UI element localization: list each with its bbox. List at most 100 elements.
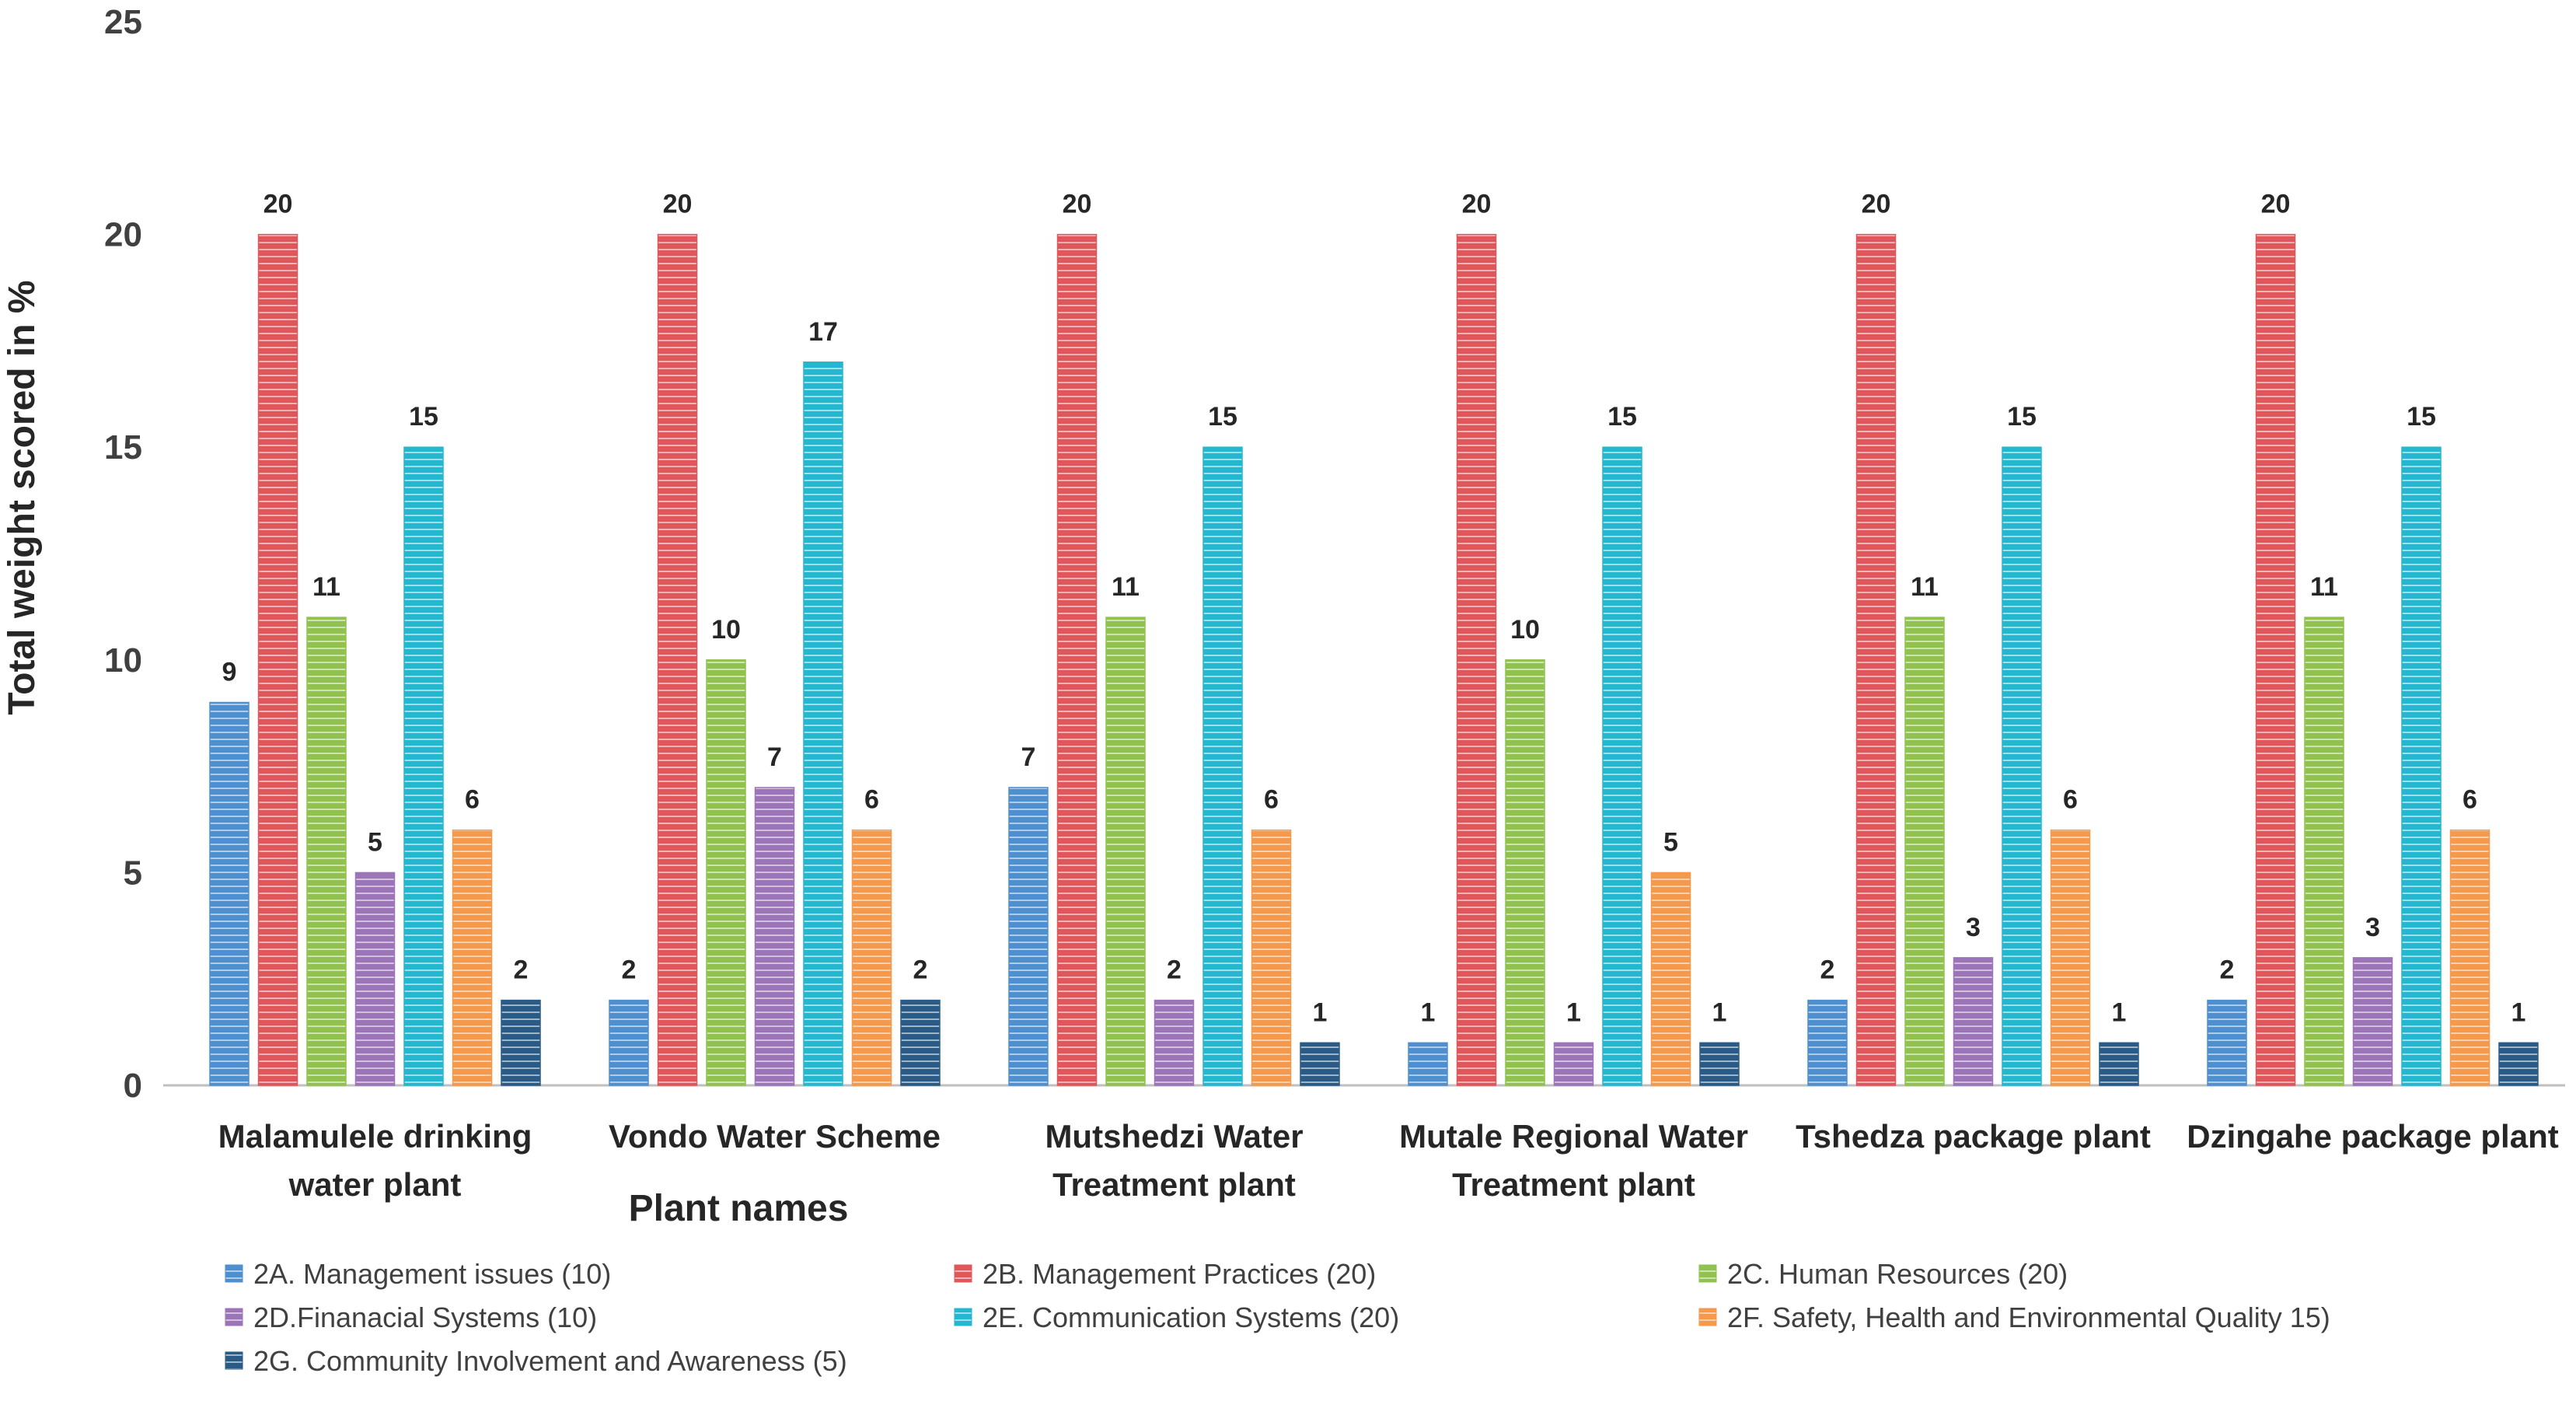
y-tick-label: 25 — [104, 3, 142, 41]
legend-swatch — [1698, 1264, 1717, 1283]
x-axis-title: Plant names — [629, 1188, 849, 1229]
bar — [2255, 233, 2296, 1086]
legend-swatch — [225, 1264, 243, 1283]
x-tick-label: Malamulele drinking — [218, 1118, 532, 1155]
legend-label: 2F. Safety, Health and Environmental Qua… — [1727, 1301, 2330, 1333]
y-tick-label: 0 — [124, 1067, 142, 1105]
data-label: 2 — [622, 956, 637, 985]
bar — [403, 446, 444, 1086]
bar — [1699, 1042, 1740, 1086]
y-tick-label: 10 — [104, 641, 142, 680]
bar — [1202, 446, 1243, 1086]
data-label: 2 — [1167, 956, 1182, 985]
x-tick-label: Mutale Regional Water — [1399, 1118, 1748, 1155]
data-label: 5 — [368, 827, 382, 857]
bar — [2050, 829, 2091, 1086]
legend-swatch — [225, 1308, 243, 1326]
data-label: 3 — [1966, 913, 1981, 942]
data-label: 15 — [1607, 402, 1637, 431]
legend-label: 2G. Community Involvement and Awareness … — [253, 1345, 847, 1377]
bar — [754, 787, 795, 1086]
x-tick-label: Vondo Water Scheme — [609, 1118, 941, 1155]
legend-label: 2E. Communication Systems (20) — [983, 1301, 1399, 1333]
bar — [1505, 659, 1545, 1086]
data-label: 10 — [711, 615, 741, 645]
bar — [1251, 829, 1292, 1086]
data-label: 2 — [1820, 956, 1835, 985]
data-label: 1 — [2511, 997, 2526, 1027]
data-label: 1 — [1712, 997, 1727, 1027]
data-label: 1 — [1566, 997, 1581, 1027]
data-label: 6 — [2063, 785, 2078, 815]
bar — [2002, 446, 2042, 1086]
bar — [452, 829, 493, 1086]
legend-label: 2D.Finanacial Systems (10) — [253, 1301, 597, 1333]
bars — [209, 233, 2539, 1086]
data-label: 2 — [2220, 956, 2235, 985]
data-label: 1 — [1313, 997, 1328, 1027]
bar — [1008, 787, 1049, 1086]
bar — [2099, 1042, 2139, 1086]
bar — [1650, 872, 1691, 1086]
x-tick-label: Mutshedzi Water — [1045, 1118, 1303, 1155]
legend-swatch — [954, 1264, 972, 1283]
data-label: 11 — [2310, 572, 2338, 602]
bar — [851, 829, 892, 1086]
bar — [1056, 233, 1098, 1086]
bar — [900, 999, 941, 1086]
bar — [306, 617, 347, 1086]
legend-label: 2A. Management issues (10) — [253, 1258, 611, 1290]
data-label: 10 — [1510, 615, 1540, 645]
legend-swatch — [225, 1351, 243, 1370]
bar — [1855, 233, 1897, 1086]
bar — [1408, 1042, 1448, 1086]
data-label: 11 — [1911, 572, 1939, 602]
data-label: 20 — [1862, 190, 1891, 219]
y-axis-ticks: 0 5 10 15 20 25 — [104, 3, 142, 1105]
bar — [1904, 617, 1945, 1086]
data-label: 6 — [864, 785, 879, 815]
bar — [2401, 446, 2442, 1086]
bar — [209, 701, 250, 1086]
bar — [706, 659, 746, 1086]
data-label: 15 — [2407, 402, 2436, 431]
bar — [1154, 999, 1195, 1086]
bar — [2304, 617, 2344, 1086]
data-label: 1 — [1421, 997, 1436, 1027]
legend-swatch — [1698, 1308, 1717, 1326]
data-label: 1 — [2112, 997, 2127, 1027]
data-label: 6 — [465, 785, 480, 815]
bar — [2449, 829, 2490, 1086]
data-label: 11 — [312, 572, 340, 602]
data-label: 11 — [1112, 572, 1140, 602]
data-label: 6 — [2463, 785, 2477, 815]
bar — [257, 233, 298, 1086]
data-label: 20 — [264, 190, 293, 219]
data-label: 15 — [1208, 402, 1237, 431]
y-tick-label: 20 — [104, 216, 142, 254]
data-label: 20 — [1462, 190, 1492, 219]
bar — [1300, 1042, 1340, 1086]
bar — [2352, 957, 2393, 1086]
bar — [1456, 233, 1497, 1086]
bar — [2207, 999, 2247, 1086]
data-label: 17 — [808, 317, 838, 347]
bar — [354, 872, 396, 1086]
data-label: 20 — [2261, 190, 2291, 219]
bar — [1553, 1042, 1594, 1086]
bar — [1105, 617, 1146, 1086]
data-label: 20 — [1063, 190, 1092, 219]
bar — [609, 999, 649, 1086]
bar — [1953, 957, 1994, 1086]
data-label: 6 — [1264, 785, 1279, 815]
bar — [1602, 446, 1642, 1086]
data-label: 2 — [514, 956, 529, 985]
legend-swatch — [954, 1308, 972, 1326]
legend-label: 2B. Management Practices (20) — [983, 1258, 1376, 1290]
y-tick-label: 5 — [124, 854, 142, 892]
data-label: 9 — [222, 658, 237, 687]
x-tick-label: water plant — [288, 1166, 462, 1203]
x-tick-label: Treatment plant — [1052, 1166, 1296, 1203]
y-tick-label: 15 — [104, 428, 142, 466]
